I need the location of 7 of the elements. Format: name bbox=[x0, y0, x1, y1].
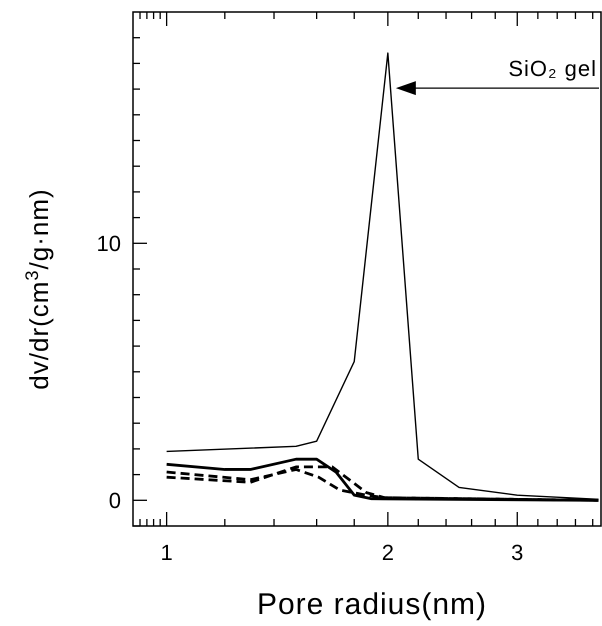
y-tick-label: 0 bbox=[108, 488, 121, 513]
y-tick-label: 10 bbox=[96, 231, 121, 256]
x-tick-label: 3 bbox=[511, 540, 524, 565]
x-axis-title: Pore radius(nm) bbox=[256, 588, 488, 621]
x-tick-label: 1 bbox=[160, 540, 173, 565]
x-tick-label: 2 bbox=[382, 540, 394, 565]
annotation: SiO₂ gel bbox=[508, 56, 597, 82]
